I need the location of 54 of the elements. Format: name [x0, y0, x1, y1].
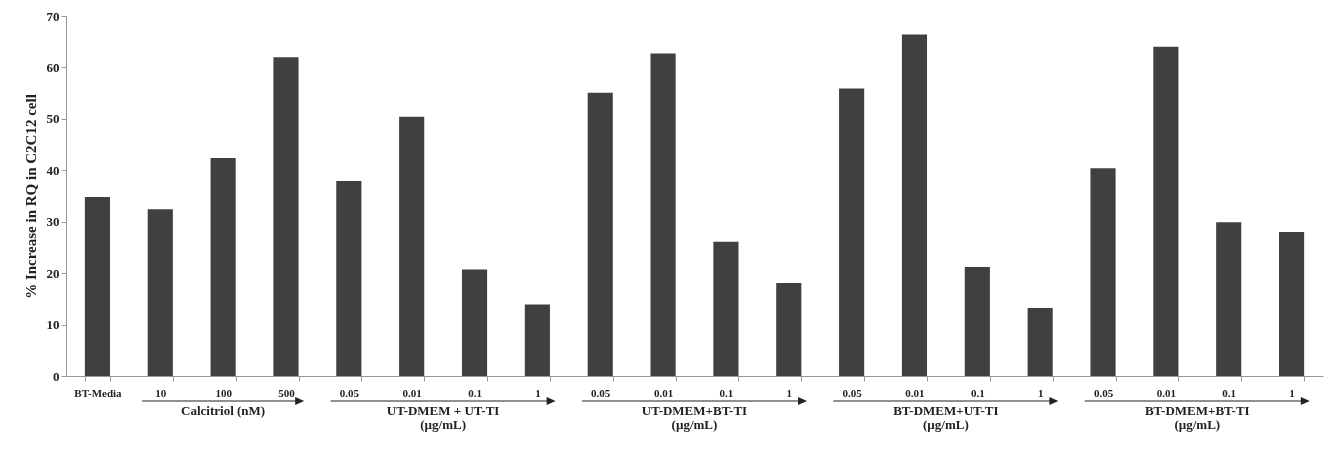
x-tick-label: 0.05 — [339, 386, 360, 399]
x-tick-label: 0.1 — [1222, 386, 1237, 399]
y-axis-title: % Increase in RQ in C2C12 cell — [22, 94, 39, 299]
x-tick-label: 100 — [215, 386, 233, 399]
x-tick-label: 1 — [786, 386, 793, 399]
y-tick-label: 60 — [46, 59, 60, 75]
x-tick-label: 0.05 — [1093, 386, 1114, 399]
bar — [399, 116, 425, 376]
bar — [147, 209, 173, 376]
bar — [84, 197, 110, 376]
y-tick-label: 70 — [46, 8, 60, 24]
y-tick-label: 10 — [46, 317, 60, 333]
x-tick-label: 0.1 — [719, 386, 734, 399]
bar — [461, 269, 488, 376]
y-tick-label: 40 — [46, 162, 60, 178]
bar — [524, 304, 550, 376]
bar — [964, 266, 990, 376]
bar — [273, 57, 299, 376]
x-tick-label: 500 — [278, 386, 296, 399]
bar — [210, 157, 236, 376]
x-tick-label: 0.01 — [402, 386, 422, 399]
x-tick-label: 10 — [155, 386, 167, 399]
text: Calcitriol (nM) — [180, 403, 267, 418]
y-tick-label: 20 — [46, 265, 60, 281]
x-tick-label: BT-Media — [74, 386, 123, 399]
x-tick-label: 0.01 — [1156, 386, 1176, 399]
bar — [839, 88, 865, 376]
bar — [1153, 46, 1179, 376]
text: UT-DMEM+BT-TI (µg/mL) — [640, 403, 749, 432]
bar — [650, 53, 676, 376]
y-tick-label: 0 — [53, 368, 60, 384]
bar — [713, 241, 739, 376]
bar — [1216, 222, 1242, 376]
x-tick-label: 0.01 — [905, 386, 925, 399]
x-tick-label: 0.01 — [653, 386, 674, 399]
text: BT-DMEM+UT-TI (µg/mL) — [892, 403, 1000, 432]
x-tick-label: 1 — [535, 386, 541, 399]
bar — [587, 92, 613, 376]
bar — [336, 181, 362, 376]
bar — [1027, 308, 1053, 376]
x-tick-label: 1 — [1037, 386, 1044, 399]
x-tick-label: 0.1 — [970, 386, 985, 399]
text: BT-DMEM+BT-TI (µg/mL) — [1143, 403, 1251, 432]
y-tick-label: 30 — [46, 214, 60, 230]
x-tick-label: 0.05 — [591, 386, 611, 399]
y-tick-label: 50 — [46, 111, 60, 127]
bar — [776, 282, 802, 376]
x-tick-label: 0.1 — [468, 386, 482, 399]
x-tick-label: 0.05 — [842, 386, 863, 399]
text: UT-DMEM + UT-TI (µg/mL) — [385, 403, 501, 432]
bar — [1090, 168, 1116, 376]
bar — [1279, 232, 1305, 376]
x-tick-label: 1 — [1289, 386, 1295, 399]
bar — [901, 34, 928, 376]
